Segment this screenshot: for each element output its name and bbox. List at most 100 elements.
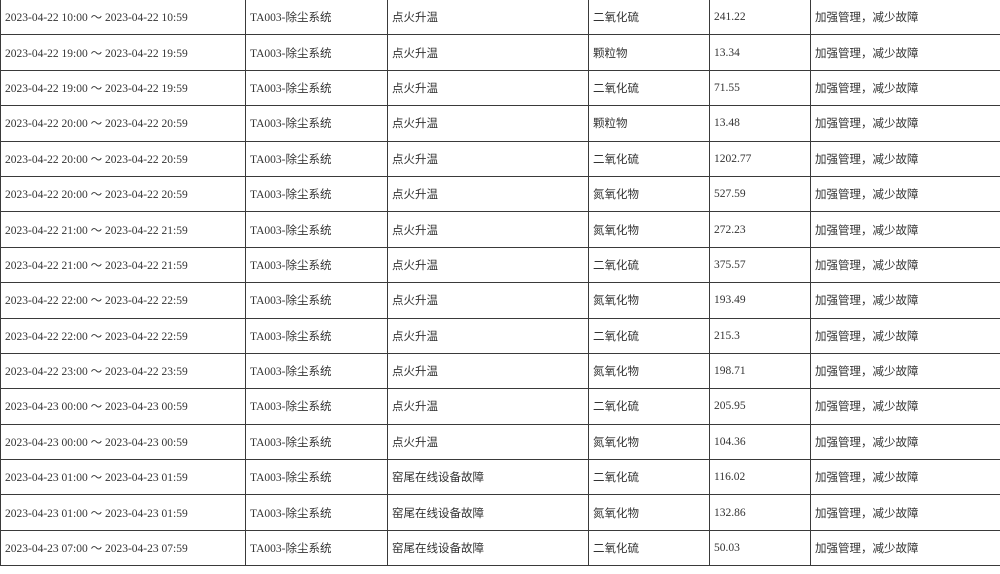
measure-cell: 加强管理，减少故障	[810, 69, 1000, 107]
value-cell: 193.49	[709, 282, 811, 319]
reason-cell: 窑尾在线设备故障	[387, 529, 589, 567]
pollutant-cell: 二氧化硫	[588, 388, 710, 425]
facility-cell: TA003-除尘系统	[245, 0, 388, 36]
measure-cell: 加强管理，减少故障	[810, 494, 1000, 531]
time-range-cell: 2023-04-22 22:00 ～ 2023-04-22 22:59	[0, 317, 246, 354]
measure-cell: 加强管理，减少故障	[810, 211, 1000, 248]
table-row: 2023-04-22 21:00 ～ 2023-04-22 21:59 TA003…	[0, 211, 1000, 248]
facility-cell: TA003-除尘系统	[245, 423, 388, 461]
pollutant-cell: 二氧化硫	[588, 69, 710, 107]
pollutant-cell: 二氧化硫	[588, 246, 710, 284]
table-row: 2023-04-22 22:00 ～ 2023-04-22 22:59 TA003…	[0, 282, 1000, 319]
reason-cell: 窑尾在线设备故障	[387, 494, 589, 531]
pollutant-cell: 氮氧化物	[588, 282, 710, 319]
reason-cell: 点火升温	[387, 282, 589, 319]
table-row: 2023-04-22 19:00 ～ 2023-04-22 19:59 TA003…	[0, 69, 1000, 107]
value-cell: 215.3	[709, 317, 811, 354]
table-row: 2023-04-22 21:00 ～ 2023-04-22 21:59 TA003…	[0, 246, 1000, 284]
facility-cell: TA003-除尘系统	[245, 494, 388, 531]
time-range-cell: 2023-04-23 00:00 ～ 2023-04-23 00:59	[0, 388, 246, 425]
value-cell: 132.86	[709, 494, 811, 531]
value-cell: 205.95	[709, 388, 811, 425]
facility-cell: TA003-除尘系统	[245, 529, 388, 567]
reason-cell: 点火升温	[387, 175, 589, 213]
value-cell: 71.55	[709, 69, 811, 107]
value-cell: 104.36	[709, 423, 811, 461]
reason-cell: 窑尾在线设备故障	[387, 459, 589, 496]
value-cell: 13.34	[709, 34, 811, 71]
time-range-cell: 2023-04-22 20:00 ～ 2023-04-22 20:59	[0, 140, 246, 177]
measure-cell: 加强管理，减少故障	[810, 352, 1000, 390]
facility-cell: TA003-除尘系统	[245, 246, 388, 284]
value-cell: 198.71	[709, 352, 811, 390]
measure-cell: 加强管理，减少故障	[810, 529, 1000, 567]
measure-cell: 加强管理，减少故障	[810, 282, 1000, 319]
measure-cell: 加强管理，减少故障	[810, 140, 1000, 177]
value-cell: 375.57	[709, 246, 811, 284]
table-row: 2023-04-23 01:00 ～ 2023-04-23 01:59 TA003…	[0, 459, 1000, 496]
measure-cell: 加强管理，减少故障	[810, 105, 1000, 142]
reason-cell: 点火升温	[387, 317, 589, 354]
reason-cell: 点火升温	[387, 352, 589, 390]
pollutant-cell: 氮氧化物	[588, 423, 710, 461]
pollutant-cell: 二氧化硫	[588, 140, 710, 177]
pollutant-cell: 二氧化硫	[588, 529, 710, 567]
pollutant-cell: 氮氧化物	[588, 494, 710, 531]
value-cell: 241.22	[709, 0, 811, 36]
time-range-cell: 2023-04-22 20:00 ～ 2023-04-22 20:59	[0, 175, 246, 213]
pollutant-cell: 二氧化硫	[588, 317, 710, 354]
time-range-cell: 2023-04-23 07:00 ～ 2023-04-23 07:59	[0, 529, 246, 567]
time-range-cell: 2023-04-22 23:00 ～ 2023-04-22 23:59	[0, 352, 246, 390]
time-range-cell: 2023-04-22 19:00 ～ 2023-04-22 19:59	[0, 34, 246, 71]
table-row: 2023-04-22 10:00 ～ 2023-04-22 10:59 TA003…	[0, 0, 1000, 36]
reason-cell: 点火升温	[387, 140, 589, 177]
facility-cell: TA003-除尘系统	[245, 34, 388, 71]
reason-cell: 点火升温	[387, 388, 589, 425]
time-range-cell: 2023-04-22 10:00 ～ 2023-04-22 10:59	[0, 0, 246, 36]
measure-cell: 加强管理，减少故障	[810, 34, 1000, 71]
pollutant-cell: 氮氧化物	[588, 352, 710, 390]
table-row: 2023-04-23 00:00 ～ 2023-04-23 00:59 TA003…	[0, 423, 1000, 461]
value-cell: 50.03	[709, 529, 811, 567]
table-row: 2023-04-22 19:00 ～ 2023-04-22 19:59 TA003…	[0, 34, 1000, 71]
facility-cell: TA003-除尘系统	[245, 352, 388, 390]
pollutant-cell: 氮氧化物	[588, 175, 710, 213]
pollutant-cell: 颗粒物	[588, 105, 710, 142]
facility-cell: TA003-除尘系统	[245, 388, 388, 425]
measure-cell: 加强管理，减少故障	[810, 388, 1000, 425]
time-range-cell: 2023-04-23 01:00 ～ 2023-04-23 01:59	[0, 459, 246, 496]
facility-cell: TA003-除尘系统	[245, 69, 388, 107]
reason-cell: 点火升温	[387, 0, 589, 36]
reason-cell: 点火升温	[387, 34, 589, 71]
pollutant-cell: 颗粒物	[588, 34, 710, 71]
table-row: 2023-04-22 20:00 ～ 2023-04-22 20:59 TA003…	[0, 175, 1000, 213]
value-cell: 13.48	[709, 105, 811, 142]
measure-cell: 加强管理，减少故障	[810, 246, 1000, 284]
time-range-cell: 2023-04-22 22:00 ～ 2023-04-22 22:59	[0, 282, 246, 319]
table-row: 2023-04-22 23:00 ～ 2023-04-22 23:59 TA003…	[0, 352, 1000, 390]
measure-cell: 加强管理，减少故障	[810, 0, 1000, 36]
value-cell: 116.02	[709, 459, 811, 496]
table-row: 2023-04-23 01:00 ～ 2023-04-23 01:59 TA003…	[0, 494, 1000, 531]
facility-cell: TA003-除尘系统	[245, 140, 388, 177]
value-cell: 527.59	[709, 175, 811, 213]
facility-cell: TA003-除尘系统	[245, 105, 388, 142]
measure-cell: 加强管理，减少故障	[810, 459, 1000, 496]
reason-cell: 点火升温	[387, 69, 589, 107]
table-row: 2023-04-22 20:00 ～ 2023-04-22 20:59 TA003…	[0, 105, 1000, 142]
table-row: 2023-04-23 07:00 ～ 2023-04-23 07:59 TA003…	[0, 529, 1000, 567]
table-row: 2023-04-22 22:00 ～ 2023-04-22 22:59 TA003…	[0, 317, 1000, 354]
value-cell: 272.23	[709, 211, 811, 248]
facility-cell: TA003-除尘系统	[245, 175, 388, 213]
time-range-cell: 2023-04-23 00:00 ～ 2023-04-23 00:59	[0, 423, 246, 461]
table-row: 2023-04-23 00:00 ～ 2023-04-23 00:59 TA003…	[0, 388, 1000, 425]
reason-cell: 点火升温	[387, 105, 589, 142]
time-range-cell: 2023-04-22 21:00 ～ 2023-04-22 21:59	[0, 211, 246, 248]
measure-cell: 加强管理，减少故障	[810, 423, 1000, 461]
time-range-cell: 2023-04-23 01:00 ～ 2023-04-23 01:59	[0, 494, 246, 531]
facility-cell: TA003-除尘系统	[245, 459, 388, 496]
time-range-cell: 2023-04-22 20:00 ～ 2023-04-22 20:59	[0, 105, 246, 142]
pollutant-cell: 二氧化硫	[588, 459, 710, 496]
